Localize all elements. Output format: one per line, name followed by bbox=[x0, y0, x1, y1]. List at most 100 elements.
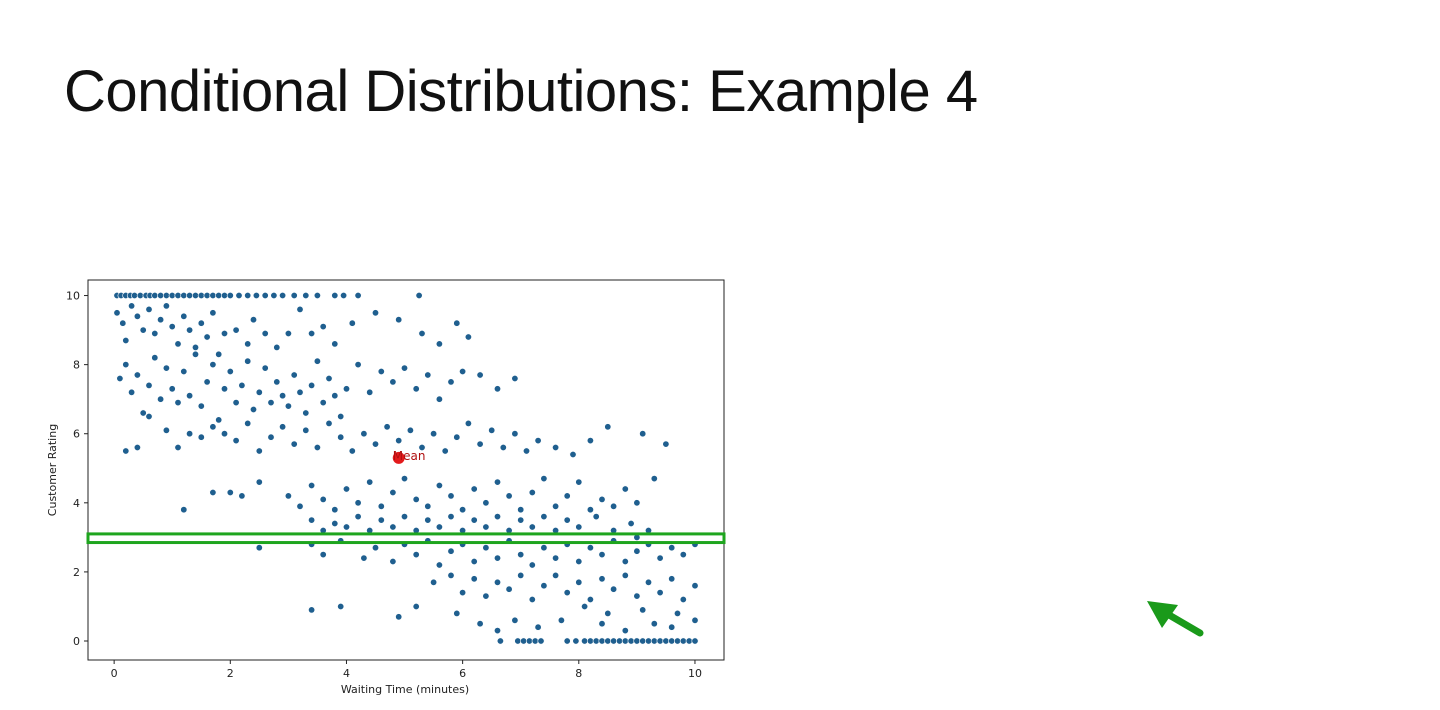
data-point bbox=[691, 582, 699, 590]
data-point bbox=[226, 488, 234, 496]
data-point bbox=[122, 361, 130, 369]
data-point bbox=[366, 478, 374, 486]
data-point bbox=[447, 571, 455, 579]
data-point bbox=[592, 513, 600, 521]
data-point bbox=[232, 326, 240, 334]
data-point bbox=[604, 423, 612, 431]
data-point bbox=[412, 551, 420, 559]
data-point bbox=[476, 440, 484, 448]
data-point bbox=[633, 499, 641, 507]
data-point bbox=[145, 381, 153, 389]
data-point bbox=[197, 319, 205, 327]
data-point bbox=[415, 291, 423, 299]
data-point bbox=[354, 291, 362, 299]
data-point bbox=[395, 613, 403, 621]
x-tick-label: 2 bbox=[227, 667, 234, 680]
data-point bbox=[255, 478, 263, 486]
data-point bbox=[400, 364, 408, 372]
data-point bbox=[412, 495, 420, 503]
data-point bbox=[540, 582, 548, 590]
data-point bbox=[604, 637, 612, 645]
data-point bbox=[255, 388, 263, 396]
data-point bbox=[162, 364, 170, 372]
data-point bbox=[197, 291, 205, 299]
data-point bbox=[250, 405, 258, 413]
data-point bbox=[581, 637, 589, 645]
data-point bbox=[133, 312, 141, 320]
data-point bbox=[511, 374, 519, 382]
data-point bbox=[342, 523, 350, 531]
data-point bbox=[441, 447, 449, 455]
data-point bbox=[244, 291, 252, 299]
data-point bbox=[464, 419, 472, 427]
data-point bbox=[517, 571, 525, 579]
data-point bbox=[221, 385, 229, 393]
data-point bbox=[261, 364, 269, 372]
data-point bbox=[133, 371, 141, 379]
data-point bbox=[360, 554, 368, 562]
data-point bbox=[238, 381, 246, 389]
data-point bbox=[232, 399, 240, 407]
data-point bbox=[192, 343, 200, 351]
data-point bbox=[151, 329, 159, 337]
data-point bbox=[136, 291, 144, 299]
data-point bbox=[273, 343, 281, 351]
data-point bbox=[459, 506, 467, 514]
data-point bbox=[563, 637, 571, 645]
data-point bbox=[168, 385, 176, 393]
data-point bbox=[575, 478, 583, 486]
data-point bbox=[319, 399, 327, 407]
data-point bbox=[447, 547, 455, 555]
data-point bbox=[418, 329, 426, 337]
data-point bbox=[552, 571, 560, 579]
data-point bbox=[226, 367, 234, 375]
data-point bbox=[470, 485, 478, 493]
data-point bbox=[650, 637, 658, 645]
data-point bbox=[447, 378, 455, 386]
data-point bbox=[209, 291, 217, 299]
data-point bbox=[679, 551, 687, 559]
y-tick-label: 2 bbox=[73, 566, 80, 579]
data-point bbox=[598, 575, 606, 583]
data-point bbox=[331, 340, 339, 348]
data-point bbox=[662, 440, 670, 448]
ticks-layer: 0 2 4 6 8 10 0 2 4 6 8 10 bbox=[66, 290, 702, 680]
data-point bbox=[209, 423, 217, 431]
data-point bbox=[168, 323, 176, 331]
data-point bbox=[180, 312, 188, 320]
data-point bbox=[470, 575, 478, 583]
data-point bbox=[528, 488, 536, 496]
data-point bbox=[209, 309, 217, 317]
data-point bbox=[331, 291, 339, 299]
data-point bbox=[366, 388, 374, 396]
data-point bbox=[383, 423, 391, 431]
data-point bbox=[389, 378, 397, 386]
data-point bbox=[377, 367, 385, 375]
data-point bbox=[261, 329, 269, 337]
data-point bbox=[209, 361, 217, 369]
data-point bbox=[186, 430, 194, 438]
data-point bbox=[525, 637, 533, 645]
data-point bbox=[221, 291, 229, 299]
data-point bbox=[514, 637, 522, 645]
data-point bbox=[174, 399, 182, 407]
data-point bbox=[174, 340, 182, 348]
data-point bbox=[267, 399, 275, 407]
data-point bbox=[157, 316, 165, 324]
data-point bbox=[226, 291, 234, 299]
data-point bbox=[122, 336, 130, 344]
data-point bbox=[598, 620, 606, 628]
data-point bbox=[389, 523, 397, 531]
data-point bbox=[284, 402, 292, 410]
data-point bbox=[197, 433, 205, 441]
data-point bbox=[656, 554, 664, 562]
data-point bbox=[215, 291, 223, 299]
data-point bbox=[371, 440, 379, 448]
data-point bbox=[540, 475, 548, 483]
slide-title: Conditional Distributions: Example 4 bbox=[64, 59, 978, 124]
data-point bbox=[650, 620, 658, 628]
data-point bbox=[255, 447, 263, 455]
data-point bbox=[476, 371, 484, 379]
data-point bbox=[119, 319, 127, 327]
data-point bbox=[493, 554, 501, 562]
